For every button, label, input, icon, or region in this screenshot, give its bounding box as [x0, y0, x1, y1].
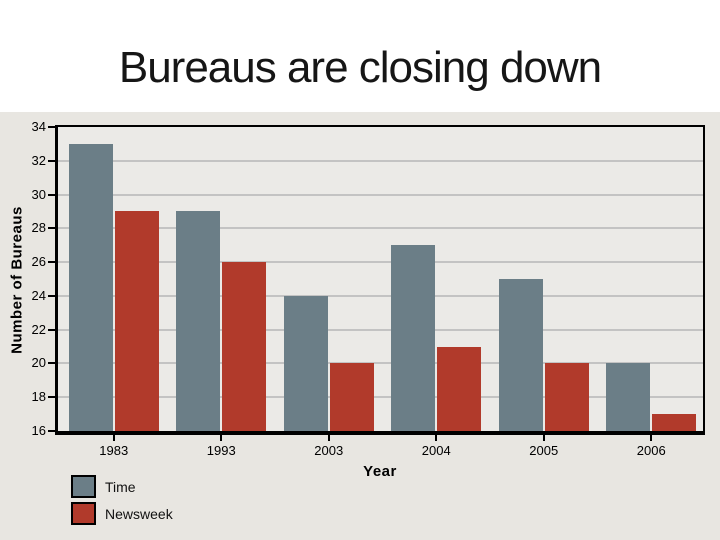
y-tick-mark — [48, 294, 55, 297]
gridline — [58, 261, 703, 264]
legend-label: Time — [105, 478, 136, 495]
x-tick-mark — [542, 435, 545, 441]
legend-swatch-time — [71, 475, 96, 498]
x-tick-label: 2005 — [529, 443, 559, 458]
bar-newsweek-2006 — [652, 414, 697, 431]
chart-band: Number of Bureaus Year Time Newsweek 16 18… — [0, 112, 720, 540]
gridline — [58, 159, 703, 162]
y-tick-mark — [48, 126, 55, 128]
x-tick-label: 2006 — [636, 443, 666, 458]
x-tick-label: 2003 — [314, 443, 344, 458]
y-tick-label: 22 — [31, 321, 46, 337]
x-tick-label: 1983 — [99, 443, 129, 458]
y-tick-mark — [48, 159, 55, 162]
y-tick-label: 18 — [31, 389, 46, 405]
bar-newsweek-1993 — [222, 262, 267, 431]
y-tick-label: 30 — [31, 186, 46, 202]
y-tick-label: 32 — [31, 152, 46, 168]
slide-title: Bureaus are closing down — [118, 43, 602, 92]
bar-time-1983 — [68, 143, 113, 431]
y-tick-label: 26 — [31, 254, 46, 270]
bar-time-2005 — [498, 279, 543, 431]
bar-time-1993 — [176, 211, 221, 431]
y-tick-mark — [48, 227, 55, 230]
x-axis-title: Year — [363, 463, 397, 480]
x-tick-mark — [327, 435, 330, 441]
gridline — [58, 396, 703, 399]
bar-newsweek-2003 — [329, 363, 374, 431]
chart-legend: Time Newsweek — [71, 475, 173, 529]
x-tick-mark — [112, 435, 115, 441]
y-tick-mark — [48, 430, 55, 432]
y-tick-mark — [48, 362, 55, 365]
gridline — [58, 227, 703, 230]
plot-area — [55, 125, 705, 435]
x-tick-mark — [435, 435, 438, 441]
legend-label: Newsweek — [105, 505, 173, 522]
y-tick-mark — [48, 261, 55, 264]
y-tick-mark — [48, 328, 55, 331]
x-tick-mark — [220, 435, 223, 441]
bar-time-2006 — [606, 363, 651, 431]
y-tick-label: 20 — [31, 355, 46, 371]
slide-header: Bureaus are closing down — [0, 0, 720, 112]
legend-row: Time — [71, 475, 173, 498]
bar-newsweek-2005 — [544, 363, 589, 431]
y-tick-label: 34 — [31, 119, 46, 134]
x-tick-mark — [650, 435, 653, 441]
bar-time-2003 — [283, 295, 328, 431]
y-tick-mark — [48, 193, 55, 196]
y-tick-label: 24 — [31, 287, 46, 303]
legend-swatch-newsweek — [71, 502, 96, 525]
bar-time-2004 — [391, 245, 436, 431]
bar-newsweek-1983 — [114, 211, 159, 431]
y-tick-mark — [48, 396, 55, 399]
gridline — [58, 294, 703, 297]
y-tick-label: 28 — [31, 220, 46, 236]
gridline — [58, 362, 703, 365]
gridline — [58, 193, 703, 196]
x-tick-label: 2004 — [421, 443, 451, 458]
gridline — [58, 328, 703, 331]
bar-newsweek-2004 — [437, 346, 482, 431]
y-tick-label: 16 — [31, 423, 46, 438]
legend-row: Newsweek — [71, 502, 173, 525]
x-tick-label: 1993 — [206, 443, 236, 458]
